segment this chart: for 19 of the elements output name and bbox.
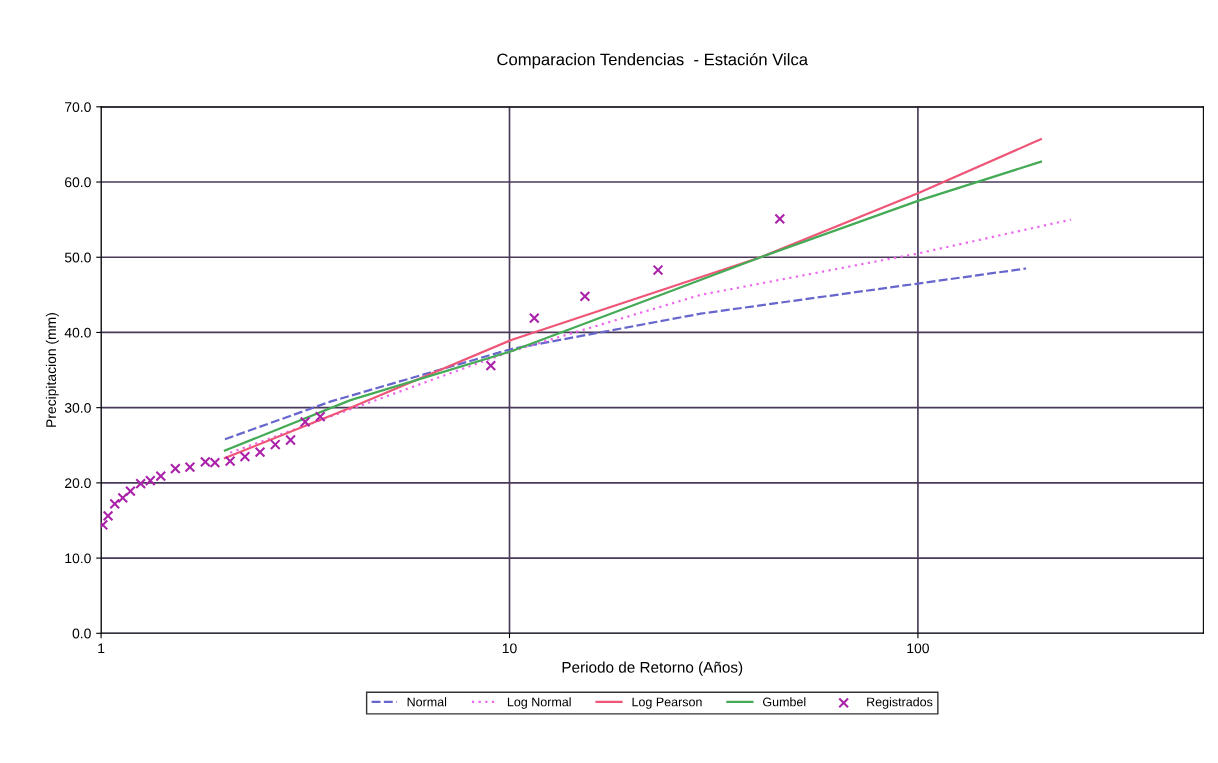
legend-label: Gumbel bbox=[763, 697, 806, 707]
y-tick-label: 30.0 bbox=[64, 402, 91, 413]
y-tick-label: 10.0 bbox=[65, 553, 91, 564]
y-tick-label: 60.0 bbox=[65, 177, 91, 188]
x-tick-label: 10 bbox=[502, 643, 517, 654]
y-tick-label: 0.0 bbox=[72, 628, 91, 639]
legend-label: Registrados bbox=[867, 697, 933, 709]
x-tick-label: 100 bbox=[907, 643, 929, 654]
y-tick-label: 20.0 bbox=[65, 478, 91, 489]
x-axis-title: Periodo de Retorno (Años) bbox=[562, 661, 743, 676]
y-axis-title: Precipitacion (mm) bbox=[45, 313, 59, 427]
y-tick-label: 40.0 bbox=[64, 327, 91, 338]
legend-label: Log Pearson bbox=[632, 697, 702, 709]
chart-title: Comparacion Tendencias - Estación Vilca bbox=[497, 52, 809, 69]
legend-label: Normal bbox=[407, 697, 447, 707]
x-tick-label: 1 bbox=[98, 643, 105, 654]
y-tick-label: 50.0 bbox=[64, 252, 91, 263]
y-tick-label: 70.0 bbox=[65, 102, 91, 112]
legend-label: Log Normal bbox=[507, 697, 571, 709]
